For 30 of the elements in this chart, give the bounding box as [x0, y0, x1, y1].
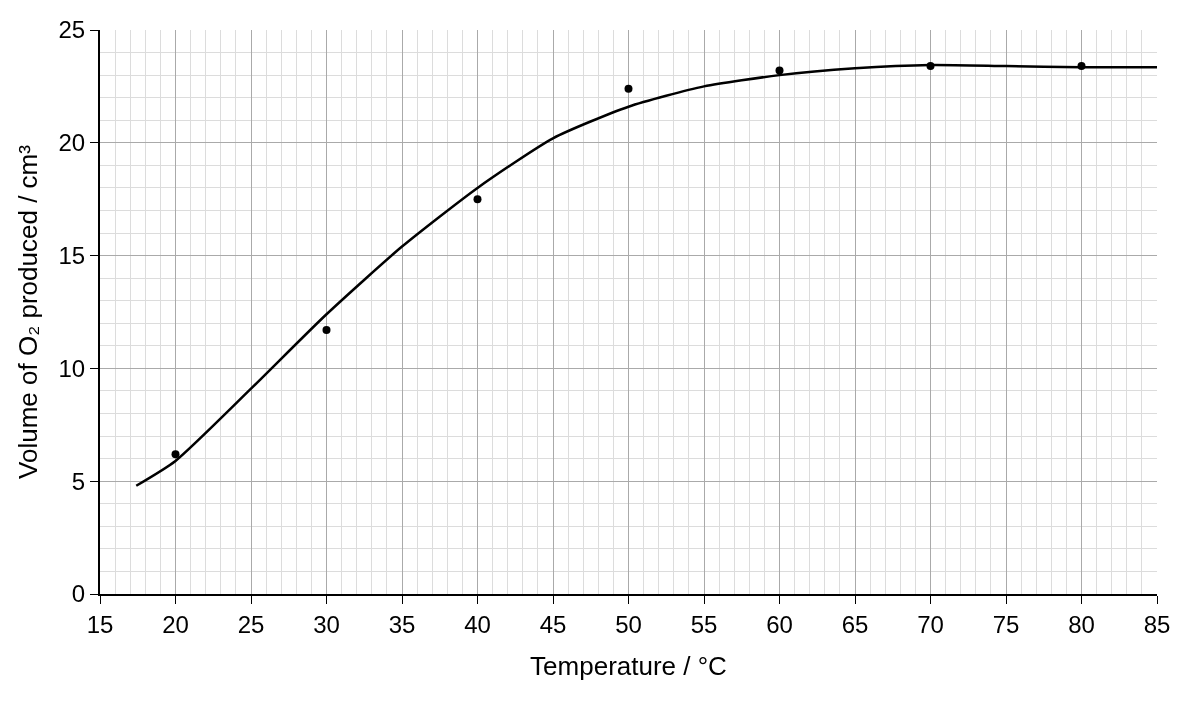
x-tick-label: 85 — [1143, 610, 1171, 638]
y-tick-label: 0 — [71, 580, 86, 608]
y-tick-label: 10 — [58, 354, 86, 382]
y-tick-label: 20 — [58, 129, 86, 157]
x-tick-label: 75 — [992, 610, 1020, 638]
x-tick-label: 65 — [841, 610, 869, 638]
x-tick-label: 80 — [1068, 610, 1095, 638]
y-tick-label: 15 — [58, 242, 86, 269]
x-tick-label: 35 — [388, 610, 416, 638]
x-tick-label: 20 — [162, 610, 189, 638]
x-tick-label: 60 — [766, 610, 793, 638]
x-tick-label: 30 — [313, 610, 340, 638]
point — [322, 326, 331, 335]
y-axis-title: Volume of O₂ produced / cm³ — [13, 144, 43, 479]
point — [1077, 62, 1086, 71]
y-tick-label: 5 — [71, 467, 86, 495]
point — [624, 84, 633, 93]
x-tick-label: 50 — [615, 610, 642, 638]
x-axis-title: Temperature / °C — [530, 651, 727, 681]
line-series — [134, 63, 1157, 487]
point — [473, 195, 482, 204]
y-tick-label: 25 — [58, 16, 86, 44]
x-tick-label: 40 — [464, 610, 491, 638]
x-tick-label: 45 — [539, 610, 567, 638]
x-tick-label: 70 — [917, 610, 944, 638]
point — [171, 450, 180, 459]
point — [775, 66, 784, 75]
x-tick-label: 25 — [237, 610, 265, 638]
x-tick-label: 55 — [690, 610, 718, 638]
point — [926, 62, 935, 71]
